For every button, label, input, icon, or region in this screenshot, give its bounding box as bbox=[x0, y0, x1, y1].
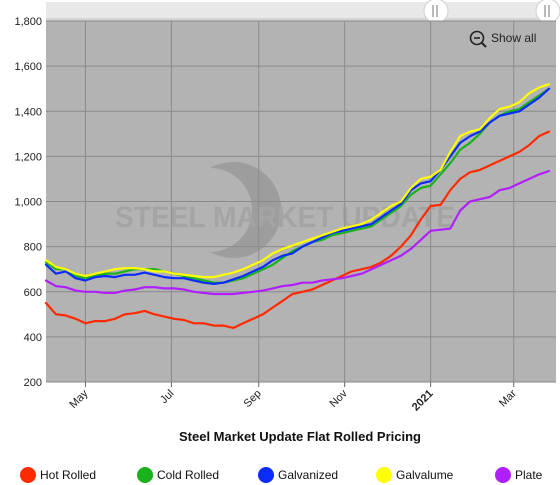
legend-marker bbox=[20, 467, 36, 483]
series-line-hot-rolled bbox=[44, 130, 551, 329]
series-line-galvalume bbox=[44, 83, 551, 279]
legend-marker bbox=[376, 467, 392, 483]
legend-marker bbox=[137, 467, 153, 483]
navigator-left-handle[interactable] bbox=[423, 0, 449, 24]
y-tick-label: 1,000 bbox=[14, 197, 42, 209]
show-all-label: Show all bbox=[491, 31, 536, 45]
y-tick-label: 800 bbox=[24, 242, 42, 254]
legend-label: Galvalume bbox=[396, 468, 454, 482]
zoom-out-icon bbox=[469, 30, 487, 48]
range-navigator[interactable] bbox=[46, 0, 560, 24]
navigator-right-handle[interactable] bbox=[535, 0, 560, 24]
legend-label: Galvanized bbox=[278, 468, 338, 482]
navigator-track bbox=[46, 2, 556, 20]
legend-marker bbox=[495, 467, 511, 483]
legend-item-galvanized[interactable]: Galvanized bbox=[258, 467, 338, 483]
x-axis: May Jul Sep Nov 2021 Mar bbox=[67, 382, 519, 413]
x-tick-label: 2021 bbox=[410, 388, 436, 414]
legend-item-galvalume[interactable]: Galvalume bbox=[376, 467, 454, 483]
x-tick-label: Sep bbox=[242, 388, 264, 410]
legend-marker bbox=[258, 467, 274, 483]
x-tick-label: Nov bbox=[327, 387, 350, 410]
legend-label: Plate bbox=[515, 468, 543, 482]
y-axis: 200 400 600 800 1,000 1,200 1,400 1,600 1,800 bbox=[14, 16, 42, 389]
legend-label: Hot Rolled bbox=[40, 468, 96, 482]
x-tick-label: Jul bbox=[158, 388, 176, 406]
grid-lines bbox=[46, 20, 556, 383]
legend-item-cold-rolled[interactable]: Cold Rolled bbox=[137, 467, 219, 483]
show-all-button[interactable]: Show all bbox=[464, 26, 550, 50]
y-tick-label: 200 bbox=[24, 377, 42, 389]
series-line-plate bbox=[44, 169, 551, 296]
legend-item-hot-rolled[interactable]: Hot Rolled bbox=[20, 467, 96, 483]
legend-item-plate[interactable]: Plate bbox=[495, 467, 543, 483]
navigator-track-bottom bbox=[46, 18, 556, 21]
y-tick-label: 1,200 bbox=[14, 151, 42, 163]
y-tick-label: 1,400 bbox=[14, 106, 42, 118]
y-tick-label: 600 bbox=[24, 287, 42, 299]
y-tick-label: 1,600 bbox=[14, 61, 42, 73]
series-lines bbox=[44, 83, 551, 329]
x-tick-label: Mar bbox=[497, 387, 519, 409]
series-line-galvanized bbox=[44, 87, 551, 285]
x-tick-label: May bbox=[67, 387, 91, 411]
y-tick-label: 400 bbox=[24, 332, 42, 344]
legend[interactable]: Hot Rolled Cold Rolled Galvanized Galvalume… bbox=[20, 467, 543, 483]
legend-label: Cold Rolled bbox=[157, 468, 219, 482]
chart-title: Steel Market Update Flat Rolled Pricing bbox=[179, 429, 421, 444]
y-tick-label: 1,800 bbox=[14, 16, 42, 28]
watermark-text: STEEL MARKET UPDATE bbox=[115, 201, 455, 234]
